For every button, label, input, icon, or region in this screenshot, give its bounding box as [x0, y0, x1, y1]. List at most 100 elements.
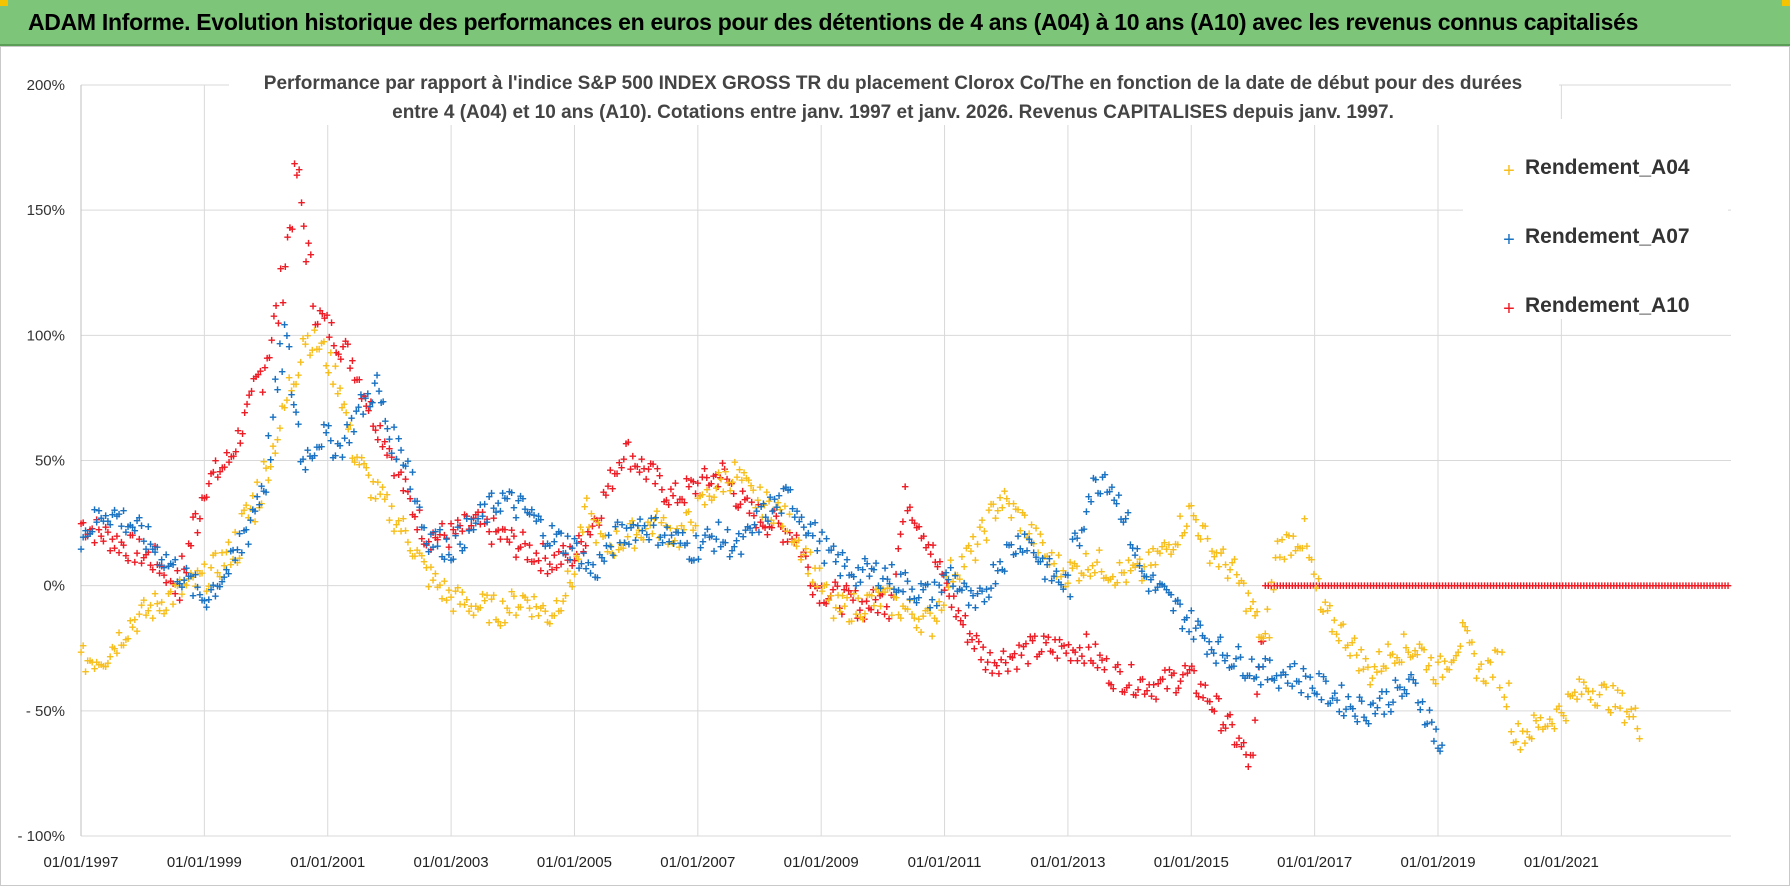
x-tick-label: 01/01/2003	[414, 854, 489, 871]
data-point: +	[1125, 553, 1133, 568]
data-point: +	[746, 506, 754, 521]
data-point: +	[367, 490, 375, 505]
data-point: +	[741, 492, 749, 507]
data-point: +	[203, 599, 211, 614]
data-point: +	[219, 460, 227, 475]
data-point: +	[795, 533, 803, 548]
data-point: +	[1319, 578, 1327, 593]
data-point: +	[1411, 643, 1419, 658]
data-point: +	[1585, 684, 1593, 699]
data-point: +	[1208, 642, 1216, 657]
data-point: +	[856, 603, 864, 618]
data-point: +	[436, 522, 444, 537]
data-point: +	[797, 552, 805, 567]
data-point: +	[1253, 604, 1261, 619]
data-point: +	[158, 559, 166, 574]
data-point: +	[786, 525, 794, 540]
data-point: +	[861, 611, 869, 626]
data-point: +	[1264, 672, 1272, 687]
data-point: +	[830, 539, 838, 554]
data-point: +	[267, 452, 275, 467]
data-point: +	[1181, 658, 1189, 673]
data-point: +	[701, 461, 709, 476]
data-point: +	[1192, 512, 1200, 527]
data-point: +	[1003, 491, 1011, 506]
data-point: +	[1496, 578, 1504, 593]
data-point: +	[1166, 662, 1174, 677]
data-point: +	[1071, 644, 1079, 659]
data-point: +	[1195, 689, 1203, 704]
data-point: +	[733, 533, 741, 548]
data-point: +	[203, 583, 211, 598]
data-point: +	[1123, 680, 1131, 695]
data-point: +	[413, 522, 421, 537]
data-point: +	[1348, 635, 1356, 650]
data-point: +	[106, 543, 114, 558]
data-point: +	[1274, 578, 1282, 593]
data-point: +	[965, 598, 973, 613]
data-point: +	[1176, 509, 1184, 524]
data-point: +	[100, 533, 108, 548]
data-point: +	[530, 508, 538, 523]
data-point: +	[623, 520, 631, 535]
data-point: +	[1370, 578, 1378, 593]
data-point: +	[194, 580, 202, 595]
data-point: +	[1541, 719, 1549, 734]
data-point: +	[1319, 604, 1327, 619]
data-point: +	[406, 543, 414, 558]
data-point: +	[1290, 529, 1298, 544]
data-point: +	[77, 516, 85, 531]
data-point: +	[922, 603, 930, 618]
data-point: +	[694, 490, 702, 505]
data-point: +	[169, 557, 177, 572]
data-point: +	[787, 482, 795, 497]
data-point: +	[1281, 552, 1289, 567]
data-point: +	[827, 588, 835, 603]
data-point: +	[470, 607, 478, 622]
data-point: +	[1571, 578, 1579, 593]
data-point: +	[879, 587, 887, 602]
data-point: +	[703, 482, 711, 497]
data-point: +	[423, 538, 431, 553]
data-point: +	[743, 471, 751, 486]
data-point: +	[483, 588, 491, 603]
data-point: +	[336, 380, 344, 395]
data-point: +	[1682, 578, 1690, 593]
data-point: +	[305, 235, 313, 250]
data-point: +	[311, 448, 319, 463]
data-point: +	[655, 530, 663, 545]
data-point: +	[877, 581, 885, 596]
data-point: +	[1387, 704, 1395, 719]
data-point: +	[1057, 577, 1065, 592]
data-point: +	[390, 524, 398, 539]
y-tick-label: 100%	[27, 327, 65, 344]
data-point: +	[717, 470, 725, 485]
data-point: +	[227, 557, 235, 572]
data-point: +	[562, 588, 570, 603]
data-point: +	[1019, 544, 1027, 559]
data-point: +	[1466, 578, 1474, 593]
data-point: +	[111, 641, 119, 656]
data-point: +	[1092, 472, 1100, 487]
data-point: +	[802, 541, 810, 556]
data-point: +	[1577, 578, 1585, 593]
data-point: +	[162, 547, 170, 562]
data-point: +	[638, 452, 646, 467]
data-point: +	[258, 496, 266, 511]
data-point: +	[546, 557, 554, 572]
data-point: +	[881, 607, 889, 622]
data-point: +	[1292, 578, 1300, 593]
data-point: +	[497, 531, 505, 546]
data-point: +	[1511, 578, 1519, 593]
data-point: +	[951, 567, 959, 582]
data-point: +	[1172, 594, 1180, 609]
data-point: +	[423, 560, 431, 575]
data-point: +	[1179, 621, 1187, 636]
data-point: +	[858, 594, 866, 609]
data-point: +	[577, 520, 585, 535]
data-point: +	[1346, 578, 1354, 593]
data-point: +	[740, 465, 748, 480]
data-point: +	[1122, 575, 1130, 590]
data-point: +	[683, 471, 691, 486]
data-point: +	[1405, 645, 1413, 660]
